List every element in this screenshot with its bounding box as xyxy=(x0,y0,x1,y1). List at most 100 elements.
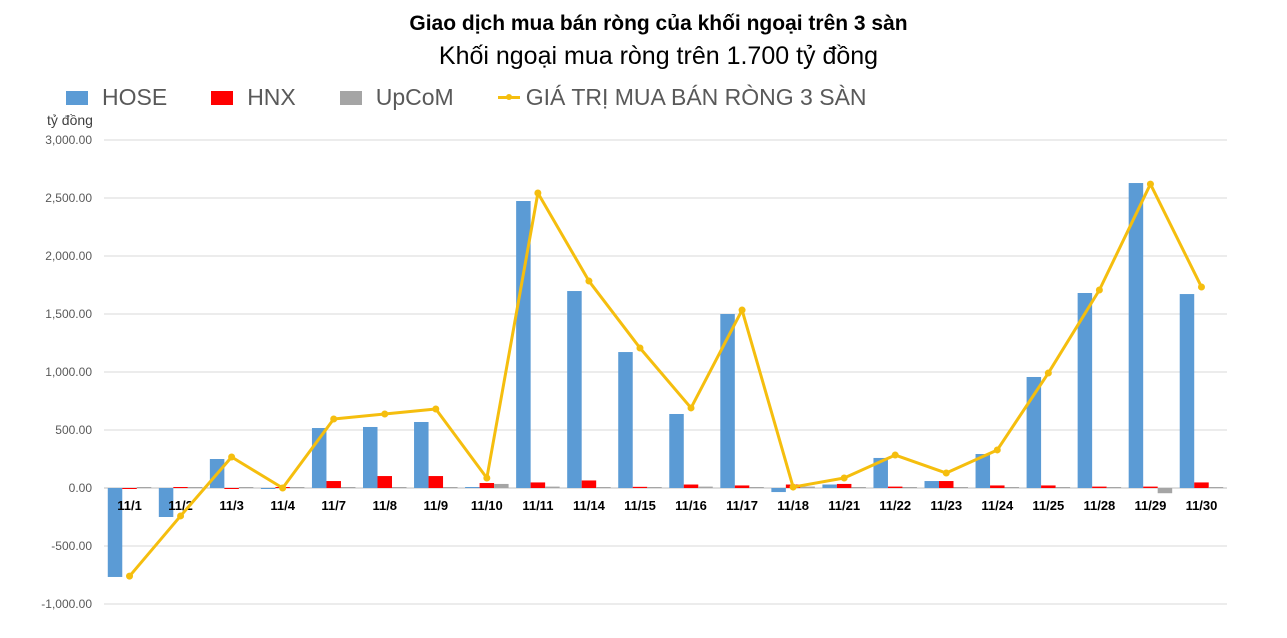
bar-upcom xyxy=(596,487,611,488)
bar-hnx xyxy=(224,488,239,489)
bar-upcom xyxy=(1055,487,1071,488)
bar-hnx xyxy=(887,486,903,488)
total-line-marker xyxy=(840,474,848,482)
bar-upcom xyxy=(545,486,560,488)
bar-hnx xyxy=(122,488,137,489)
x-tick-label: 11/3 xyxy=(219,498,244,513)
bar-hose xyxy=(158,488,174,517)
bar-hose xyxy=(1128,183,1144,488)
x-tick-label: 11/22 xyxy=(879,498,911,513)
line-marker-icon xyxy=(497,94,520,100)
y-tick-label: -500.00 xyxy=(51,539,92,553)
bar-upcom xyxy=(1208,487,1224,488)
x-tick-label: 11/4 xyxy=(270,498,295,513)
total-line-marker xyxy=(993,446,1001,454)
bar-hnx xyxy=(683,484,699,488)
total-line-marker xyxy=(126,572,134,580)
x-tick-label: 11/25 xyxy=(1032,498,1064,513)
x-tick-label: 11/18 xyxy=(777,498,809,513)
y-tick-label: 500.00 xyxy=(55,423,92,437)
y-tick-label: 2,000.00 xyxy=(45,249,92,263)
x-tick-label: 11/24 xyxy=(981,498,1014,513)
bar-hnx xyxy=(428,476,444,488)
total-line-marker xyxy=(738,306,746,314)
bar-hnx xyxy=(939,481,954,488)
x-tick-label: 11/23 xyxy=(930,498,962,513)
x-tick-label: 11/21 xyxy=(828,498,860,513)
bar-hose xyxy=(363,426,378,488)
total-line-marker xyxy=(483,474,491,482)
total-line-marker xyxy=(279,484,287,492)
legend-label-hose: HOSE xyxy=(102,84,168,110)
y-tick-label: 2,500.00 xyxy=(45,191,92,205)
x-tick-label: 11/14 xyxy=(573,498,606,513)
bar-hose xyxy=(669,413,684,488)
bar-hnx xyxy=(1041,485,1056,488)
bar-hnx xyxy=(734,485,750,488)
bar-upcom xyxy=(902,487,917,488)
y-tick-label: 0.00 xyxy=(69,481,93,495)
x-tick-label: 11/11 xyxy=(522,498,553,513)
total-line-marker xyxy=(534,189,542,197)
bar-upcom xyxy=(392,487,407,488)
x-tick-label: 11/1 xyxy=(117,498,142,513)
x-tick-label: 11/30 xyxy=(1186,498,1218,513)
bar-upcom xyxy=(136,487,152,488)
bar-hose xyxy=(414,421,429,488)
bar-hose xyxy=(771,488,786,493)
bar-hose xyxy=(567,291,582,488)
bar-hnx xyxy=(479,483,495,488)
bar-upcom xyxy=(1004,487,1020,488)
x-tick-label: 11/15 xyxy=(624,498,656,513)
x-tick-label: 11/10 xyxy=(471,498,503,513)
x-tick-label: 11/9 xyxy=(423,498,448,513)
x-tick-label: 11/29 xyxy=(1135,498,1167,513)
hose-swatch-icon xyxy=(66,90,88,105)
bar-hose xyxy=(260,488,276,489)
bar-hnx xyxy=(1092,486,1107,488)
legend-item-upcom: UpCoM xyxy=(339,84,454,111)
bar-hnx xyxy=(581,480,597,488)
bar-hose xyxy=(1077,293,1093,488)
bar-upcom xyxy=(698,486,713,488)
total-line-marker xyxy=(891,451,899,459)
total-line-marker xyxy=(1044,369,1052,377)
chart-legend: HOSE HNX UpCoM GIÁ TRỊ MUA BÁN RÒNG 3 SÀ… xyxy=(66,84,911,111)
bar-upcom xyxy=(494,483,509,488)
x-tick-label: 11/16 xyxy=(675,498,707,513)
bar-hose xyxy=(465,487,480,488)
legend-label-upcom: UpCoM xyxy=(375,84,454,110)
bar-upcom xyxy=(1157,488,1173,494)
bar-upcom xyxy=(238,487,254,488)
bar-hose xyxy=(720,314,735,488)
x-tick-label: 11/7 xyxy=(321,498,346,513)
bar-hnx xyxy=(632,486,648,488)
y-tick-label: 1,500.00 xyxy=(45,307,92,321)
bar-hose xyxy=(1179,294,1195,488)
legend-label-hnx: HNX xyxy=(247,84,296,110)
bar-hose xyxy=(618,352,633,488)
chart-subtitle: Khối ngoại mua ròng trên 1.700 tỷ đồng xyxy=(438,42,879,70)
total-line-marker xyxy=(330,415,338,423)
legend-item-hnx: HNX xyxy=(211,84,296,111)
total-line-marker xyxy=(789,483,797,491)
bar-hnx xyxy=(1194,482,1209,488)
y-tick-label: 3,000.00 xyxy=(45,133,92,147)
bar-hnx xyxy=(326,481,341,488)
total-line-marker xyxy=(432,405,440,413)
bar-hose xyxy=(975,454,991,488)
total-line-marker xyxy=(636,344,644,352)
chart-title: Giao dịch mua bán ròng của khối ngoại tr… xyxy=(409,12,908,35)
legend-item-hose: HOSE xyxy=(66,84,167,111)
x-tick-label: 11/8 xyxy=(372,498,397,513)
total-line-marker xyxy=(1095,286,1103,294)
total-line-marker xyxy=(177,512,185,520)
bar-upcom xyxy=(187,487,203,488)
total-line-marker xyxy=(1197,283,1205,291)
bar-hose xyxy=(516,201,531,489)
x-tick-label: 11/17 xyxy=(726,498,758,513)
bar-hose xyxy=(822,484,837,488)
bar-upcom xyxy=(340,487,356,488)
legend-item-total: GIÁ TRỊ MUA BÁN RÒNG 3 SÀN xyxy=(497,84,867,111)
